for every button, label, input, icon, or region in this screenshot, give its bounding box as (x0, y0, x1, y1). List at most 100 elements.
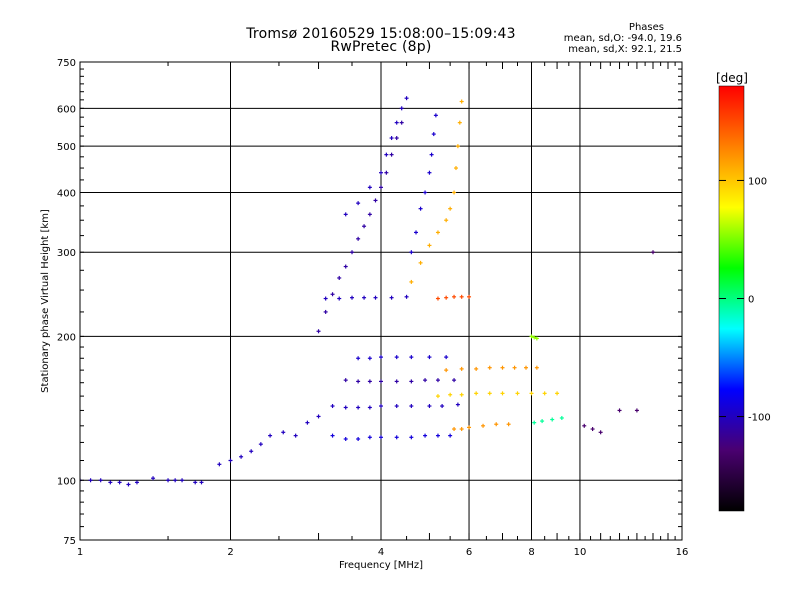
data-point (500, 365, 505, 370)
colorbar: [deg] 100 0 -100 (716, 71, 771, 512)
data-point (330, 433, 335, 438)
data-point (435, 378, 440, 383)
x-axis-label: Frequency [MHz] (339, 560, 423, 571)
data-point (356, 436, 361, 441)
data-point (448, 433, 453, 438)
data-point (126, 482, 131, 487)
data-point (367, 185, 372, 190)
data-point (173, 478, 178, 483)
data-point (394, 404, 399, 409)
data-point (651, 250, 656, 255)
data-point (323, 309, 328, 314)
data-point (448, 392, 453, 397)
data-point (379, 404, 383, 409)
data-point (379, 355, 383, 360)
data-point (343, 405, 348, 410)
data-point (268, 433, 273, 438)
data-point (394, 355, 399, 360)
data-point (542, 391, 547, 396)
data-point (487, 391, 492, 396)
data-point (453, 166, 458, 171)
data-point (418, 206, 423, 211)
x-tick-label: 1 (77, 547, 83, 558)
y-tick-label: 400 (57, 188, 76, 199)
x-tick-label: 2 (227, 547, 233, 558)
data-point (362, 224, 367, 229)
data-point (474, 391, 479, 396)
data-point (435, 433, 440, 438)
data-point (356, 356, 361, 361)
data-point (379, 379, 383, 384)
data-point (384, 152, 389, 157)
data-point (459, 294, 464, 299)
y-tick-label: 750 (57, 58, 76, 69)
data-point (379, 435, 383, 440)
data-point (337, 296, 342, 301)
data-point (108, 480, 113, 485)
data-point (228, 458, 233, 463)
data-point (529, 391, 534, 396)
data-point (452, 378, 457, 383)
data-point (343, 264, 348, 269)
y-tick-label: 500 (57, 142, 76, 153)
data-point (427, 170, 432, 175)
data-point (444, 355, 449, 360)
data-point (524, 365, 529, 370)
data-point (249, 449, 254, 454)
data-point (337, 275, 342, 280)
data-point (598, 430, 603, 435)
data-point (389, 295, 394, 300)
data-point (394, 435, 399, 440)
data-point (582, 423, 587, 428)
data-point (540, 419, 545, 424)
chart-subtitle: RwPretec (8p) (330, 39, 432, 55)
colorbar-label: [deg] (716, 71, 748, 85)
data-point (427, 355, 432, 360)
data-point (305, 420, 310, 425)
data-point (399, 120, 404, 125)
data-point (367, 356, 372, 361)
y-tick-label: 100 (57, 476, 76, 487)
data-point (590, 427, 595, 432)
data-point (534, 336, 539, 341)
data-point (394, 136, 399, 141)
data-point (481, 423, 486, 428)
data-point (330, 404, 335, 409)
data-point (239, 454, 244, 459)
data-point (373, 198, 378, 203)
data-point (330, 292, 335, 297)
data-point (316, 329, 321, 334)
data-point (444, 368, 449, 373)
x-tick-label: 4 (378, 547, 384, 558)
data-point (512, 365, 517, 370)
data-point (217, 462, 222, 467)
data-point (389, 152, 394, 157)
data-point (444, 295, 449, 300)
data-point (423, 433, 428, 438)
phase-stats: Phases mean, sd,O: -94.0, 19.6 mean, sd,… (564, 22, 682, 55)
data-point (435, 394, 440, 399)
data-point (409, 279, 414, 284)
data-point (423, 190, 428, 195)
data-point (433, 113, 438, 118)
y-tick-label: 300 (57, 248, 76, 259)
data-point (367, 435, 372, 440)
data-point (350, 295, 355, 300)
data-point (379, 170, 383, 175)
y-tick-label: 600 (57, 104, 76, 115)
colorbar-tick-label: 100 (748, 176, 767, 187)
data-point (384, 170, 389, 175)
data-point (281, 430, 286, 435)
data-point (529, 334, 534, 339)
data-point (151, 476, 156, 481)
phase-stats-o: mean, sd,O: -94.0, 19.6 (563, 33, 682, 44)
data-point (343, 212, 348, 217)
data-point (356, 379, 361, 384)
x-tick-label: 10 (574, 547, 587, 558)
phase-stats-x: mean, sd,X: 92.1, 21.5 (568, 44, 682, 55)
data-point (98, 478, 103, 483)
data-point (506, 422, 511, 427)
data-point (117, 480, 122, 485)
data-point (455, 144, 460, 149)
